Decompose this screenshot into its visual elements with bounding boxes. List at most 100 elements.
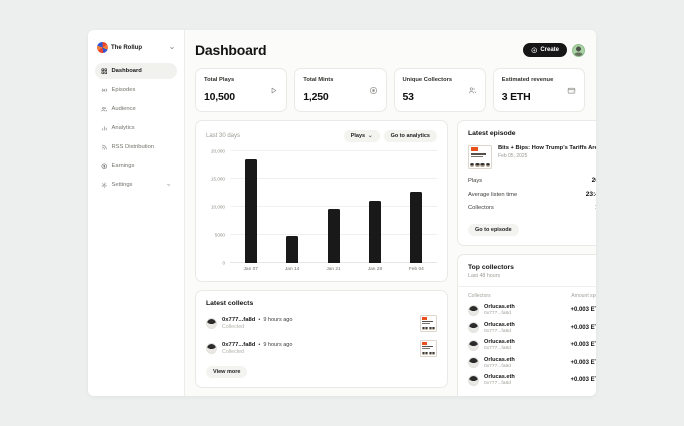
column-header-collectors: Collectors <box>468 293 491 299</box>
collector-name: Orlucas.eth <box>484 356 515 363</box>
sidebar-item-label: Earnings <box>111 162 135 169</box>
sidebar-item-label: RSS Distribution <box>111 143 155 150</box>
sidebar-item-label: Dashboard <box>111 67 142 74</box>
bar-jan-07 <box>244 158 257 263</box>
sidebar-item-audience[interactable]: Audience <box>95 101 177 117</box>
sidebar-item-label: Analytics <box>111 124 135 131</box>
sidebar-item-settings[interactable]: Settings <box>95 177 177 193</box>
broadcast-icon <box>101 87 108 94</box>
collect-row[interactable]: 0x777...fa8d • 9 hours ago Collected <box>206 315 437 332</box>
workspace-switcher[interactable]: The Rollup <box>95 40 177 63</box>
top-collectors-title: Top collectors <box>468 263 514 271</box>
collect-action: Collected <box>222 324 245 331</box>
bar-jan-14 <box>286 235 299 263</box>
collector-avatar <box>206 318 217 329</box>
gridline <box>230 206 437 207</box>
gear-icon <box>101 182 108 189</box>
sidebar-item-analytics[interactable]: Analytics <box>95 120 177 136</box>
collector-avatar <box>468 339 479 351</box>
workspace-name: The Rollup <box>111 44 142 51</box>
amount-spent: +0.003 ETH <box>570 324 596 331</box>
collector-row: Orlucas.eth 0x777...fa8d +0.003 ETH <box>468 374 596 386</box>
amount-spent: +0.003 ETH <box>570 307 596 313</box>
sidebar-item-earnings[interactable]: Earnings <box>95 158 177 174</box>
create-button[interactable]: Create <box>522 43 567 57</box>
bar-chart-icon <box>101 125 108 132</box>
collector-address: 0x777...fa8d <box>484 311 511 316</box>
x-tick-label: Feb 04 <box>408 267 424 272</box>
sidebar-item-rss-distribution[interactable]: RSS Distribution <box>95 139 177 155</box>
gridline <box>230 150 437 151</box>
stats-row: Total Plays 10,500 Total Mints 1,250 U <box>195 68 585 112</box>
sidebar-item-dashboard[interactable]: Dashboard <box>95 63 177 79</box>
y-tick-label: 20,000 <box>210 148 225 154</box>
sidebar-item-label: Audience <box>111 105 136 112</box>
y-tick-label: 15,000 <box>210 176 225 182</box>
bullet-separator: • <box>258 341 261 348</box>
stat-value: 53 <box>402 91 414 103</box>
stat-label: Total Mints <box>303 77 334 83</box>
stat-value: 15 <box>595 204 596 211</box>
view-more-button[interactable]: View more <box>206 366 248 378</box>
stat-card-estimated-revenue: Estimated revenue 3 ETH <box>492 68 585 112</box>
stat-card-unique-collectors: Unique Collectors 53 <box>393 68 486 112</box>
bar-feb-04 <box>410 191 423 263</box>
create-button-label: Create <box>540 47 559 53</box>
collector-address: 0x777...fa8d <box>222 316 256 323</box>
y-tick-label: 5000 <box>214 232 225 238</box>
sidebar: The Rollup Dashboard Episodes <box>88 30 185 396</box>
y-tick-label: 10,000 <box>210 204 225 210</box>
amount-spent: +0.003 ETH <box>570 377 596 383</box>
latest-episode-card: Latest episode Bits + Bips: How Trump's … <box>457 120 596 246</box>
collector-row: Orlucas.eth 0x777...fa8d +0.003 ETH <box>468 322 596 334</box>
collect-time: 9 hours ago <box>263 341 293 348</box>
sidebar-item-label: Settings <box>111 181 133 188</box>
episode-stat-collectors: Collectors 15 <box>468 204 596 211</box>
metric-select[interactable]: Plays <box>343 130 380 142</box>
stat-value: 1,250 <box>303 91 329 103</box>
episode-cover[interactable] <box>468 145 492 169</box>
collector-avatar <box>468 357 479 368</box>
stat-card-total-plays: Total Plays 10,500 <box>195 68 288 112</box>
episode-date: Feb 05, 2025 <box>498 153 528 159</box>
stat-label: Total Plays <box>204 77 235 83</box>
x-tick-label: Jan 14 <box>284 267 300 272</box>
y-tick-label: 0 <box>222 260 225 266</box>
rollup-logo-icon <box>97 42 108 53</box>
collector-row: Orlucas.eth 0x777...fa8d +0.003 ETH <box>468 339 596 351</box>
chevron-down-icon <box>166 182 172 188</box>
user-avatar[interactable] <box>572 43 585 57</box>
collector-address: 0x777...fa8d <box>484 363 511 369</box>
stat-label: Plays <box>468 178 483 184</box>
plus-circle-icon <box>531 47 538 54</box>
top-collectors-subtitle: Last 48 hours <box>468 273 501 279</box>
latest-collects-card: Latest collects 0x777...fa8d • 9 hours a… <box>195 290 448 388</box>
go-to-episode-button[interactable]: Go to episode <box>468 223 519 236</box>
play-icon <box>269 86 278 95</box>
collector-name: Orlucas.eth <box>484 374 515 380</box>
bullet-separator: • <box>258 316 261 323</box>
go-to-analytics-button[interactable]: Go to analytics <box>383 130 437 142</box>
bar-chart-x-axis: Jan 07 Jan 14 Jan 21 Jan 28 Feb 04 <box>230 267 437 272</box>
content-grid: Last 30 days Plays Go to analytics <box>195 120 596 396</box>
collector-address: 0x777...fa8d <box>222 341 256 348</box>
episode-stat-listen-time: Average listen time 23:43 <box>468 191 596 198</box>
collector-avatar <box>468 374 479 386</box>
stat-value: 23:43 <box>585 190 596 198</box>
wallet-icon <box>567 86 576 95</box>
sidebar-item-label: Episodes <box>111 86 136 93</box>
bar-jan-21 <box>327 208 340 263</box>
sidebar-item-episodes[interactable]: Episodes <box>95 82 177 98</box>
stat-label: Average listen time <box>468 191 518 198</box>
latest-collects-title: Latest collects <box>206 300 254 307</box>
collect-row[interactable]: 0x777...fa8d • 9 hours ago Collected <box>206 340 437 357</box>
collect-time: 9 hours ago <box>263 316 293 323</box>
chevron-down-icon <box>368 134 373 139</box>
bar-jan-28 <box>368 201 381 263</box>
collector-row: Orlucas.eth 0x777...fa8d +0.003 ETH <box>468 357 596 369</box>
episode-cover-thumbnail <box>420 340 437 357</box>
collector-avatar <box>206 343 217 354</box>
chevron-down-icon <box>169 45 175 51</box>
x-tick-label: Jan 07 <box>243 267 258 272</box>
page-title: Dashboard <box>195 42 267 58</box>
